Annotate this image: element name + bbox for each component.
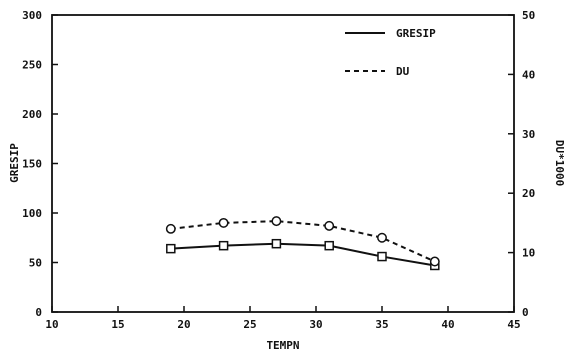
- x-tick-label: 15: [111, 318, 124, 331]
- series-line-gresip: [170, 242, 435, 267]
- data-point-gresip: [271, 238, 282, 249]
- y2-axis-label: DU*1000: [553, 140, 566, 186]
- y2-tick-label: 0: [522, 306, 529, 319]
- y-tick-label: 200: [22, 108, 42, 121]
- x-tick-label: 40: [441, 318, 454, 331]
- y-tick-label: 100: [22, 207, 42, 220]
- series-line-du: [170, 220, 436, 263]
- data-point-du: [429, 256, 440, 267]
- data-point-du: [271, 216, 282, 227]
- y-tick-label: 250: [22, 59, 42, 72]
- data-point-gresip: [218, 240, 229, 251]
- data-point-gresip: [324, 240, 334, 251]
- legend-label-du: DU: [396, 65, 410, 78]
- y2-tick-label: 30: [522, 128, 535, 141]
- y2-tick-label: 50: [522, 9, 535, 22]
- series-layer: [165, 216, 440, 271]
- y2-tick-label: 20: [522, 187, 535, 200]
- y2-tick-label: 10: [522, 247, 535, 260]
- data-point-du: [377, 232, 387, 243]
- data-point-du: [324, 220, 335, 231]
- x-tick-label: 35: [375, 318, 388, 331]
- legend-label-gresip: GRESIP: [396, 27, 436, 40]
- data-point-du: [218, 217, 229, 228]
- y-tick-label: 50: [29, 257, 42, 270]
- y2-tick-label: 40: [522, 68, 535, 81]
- data-point-gresip: [377, 251, 387, 262]
- ticks-layer: 10 15 20 25 30 35 40 45050100150200250300010203…: [22, 9, 535, 331]
- x-tick-label: 30: [309, 318, 322, 331]
- plot-frame: [51, 14, 515, 313]
- x-tick-label: 20: [177, 318, 190, 331]
- y-tick-label: 150: [22, 158, 42, 171]
- data-point-du: [165, 223, 176, 234]
- y-tick-label: 300: [22, 9, 42, 22]
- legend: GRESIP DU: [345, 27, 436, 78]
- x-tick-label: 10: [45, 318, 58, 331]
- data-point-gresip: [166, 243, 176, 254]
- x-tick-label: 45: [507, 318, 520, 331]
- y-tick-label: 0: [35, 306, 42, 319]
- x-axis-label: TEMPN: [266, 339, 299, 352]
- y-axis-label: GRESIP: [8, 143, 21, 183]
- x-tick-label: 25: [243, 318, 256, 331]
